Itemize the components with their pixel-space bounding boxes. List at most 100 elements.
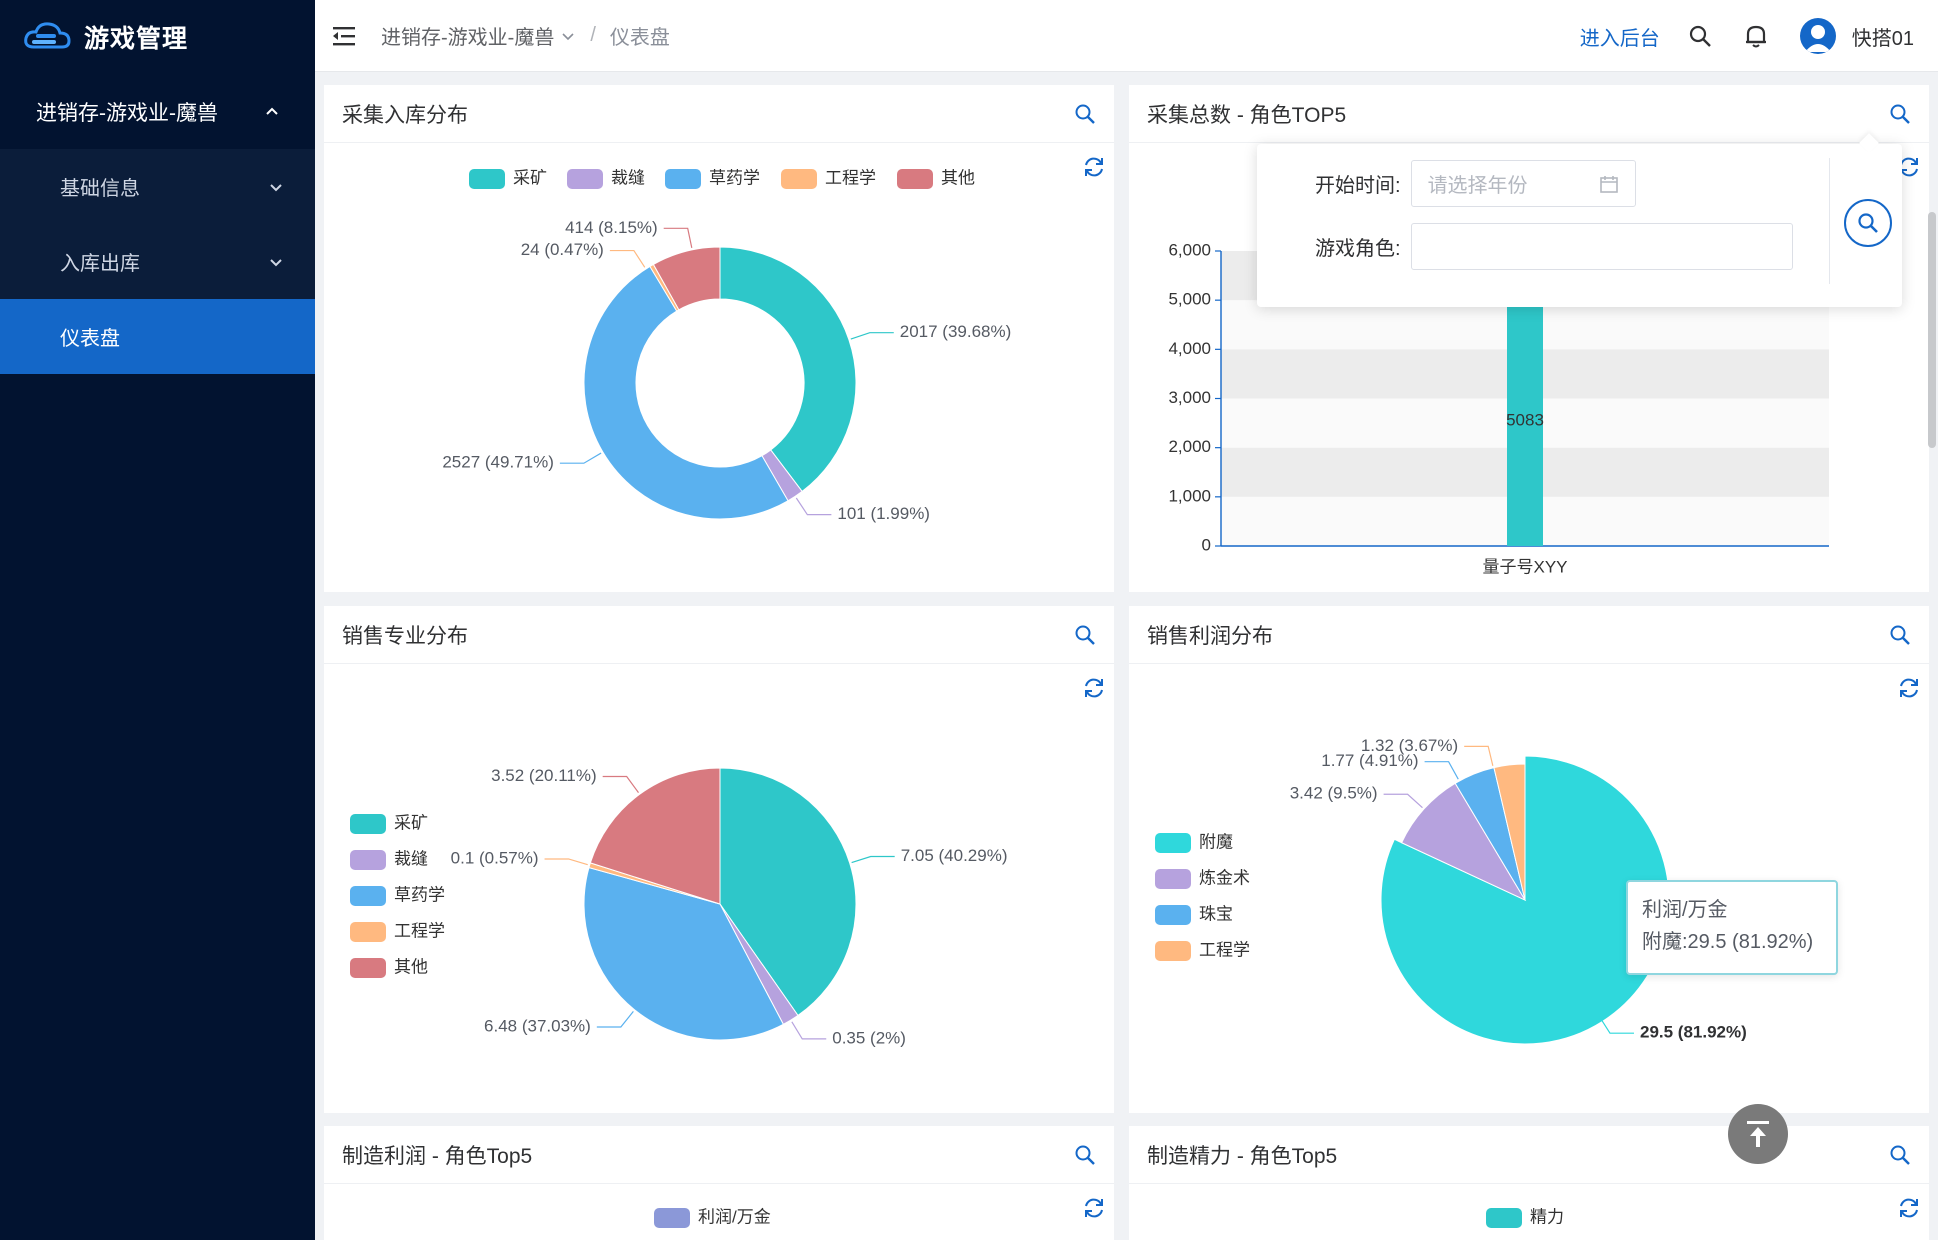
search-icon[interactable] (1074, 1144, 1096, 1166)
legend-item: 采矿 (513, 168, 547, 187)
legend-item: 工程学 (1199, 940, 1250, 959)
sidebar: 游戏管理 进销存-游戏业-魔兽 基础信息 入库出库 仪表盘 (0, 0, 315, 1240)
label-line (791, 1021, 827, 1040)
chevron-down-icon (270, 183, 282, 191)
breadcrumb-item-current: 仪表盘 (609, 27, 670, 49)
sidebar-item-inout[interactable]: 入库出库 (0, 224, 315, 299)
pie-slice (1493, 763, 1526, 901)
data-label: 7.05 (40.29%) (901, 846, 1008, 865)
card-title: 制造利润 - 角色Top5 (342, 1144, 533, 1168)
refresh-icon[interactable] (1082, 155, 1106, 179)
back-to-top-button[interactable] (1728, 1104, 1788, 1164)
sidebar-item-dashboard[interactable]: 仪表盘 (0, 299, 315, 374)
pie-slice (719, 767, 857, 1017)
sidebar-group-jinxiaocun[interactable]: 进销存-游戏业-魔兽 (0, 74, 315, 149)
tooltip-line: 附魔:29.5 (81.92%) (1642, 931, 1814, 953)
card-header: 销售利润分布 (1129, 606, 1929, 664)
card-title: 销售专业分布 (342, 624, 468, 648)
data-label: 2527 (49.71%) (442, 453, 554, 472)
card-title: 销售利润分布 (1147, 624, 1273, 648)
legend-item: 炼金术 (1199, 868, 1250, 887)
menu-fold-icon[interactable] (331, 25, 357, 47)
pie-slice (1400, 782, 1527, 902)
legend-item: 工程学 (825, 168, 876, 187)
search-popover: 开始时间: 请选择年份 游戏角色: (1257, 144, 1902, 307)
legend-swatch (1155, 905, 1191, 925)
card-body: 采矿 裁缝 草药学 工程学 其他 2017 (39.68%) 101 (1.99%) 2527… (324, 143, 1114, 592)
x-tick-label: 量子号XYY (1482, 557, 1567, 576)
bell-icon[interactable] (1744, 23, 1768, 49)
data-label: 2017 (39.68%) (900, 322, 1012, 341)
pie-slice (583, 265, 789, 520)
search-icon[interactable] (1074, 103, 1096, 125)
search-icon[interactable] (1889, 624, 1911, 646)
card-header: 制造精力 - 角色Top5 (1129, 1126, 1929, 1184)
pie-slice (583, 866, 785, 1041)
app-title: 游戏管理 (84, 25, 189, 53)
popover-search-button[interactable] (1844, 199, 1892, 247)
search-icon[interactable] (1889, 103, 1911, 125)
role-label: 游戏角色: (1315, 238, 1401, 260)
sidebar-item-label: 基础信息 (60, 178, 140, 200)
chevron-down-icon (270, 258, 282, 266)
y-tick-label: 0 (1202, 535, 1211, 554)
bar (1507, 296, 1543, 546)
legend-item: 珠宝 (1199, 904, 1233, 923)
chart-make-profit: 利润/万金 (654, 1207, 771, 1228)
legend-item: 草药学 (394, 885, 445, 904)
sidebar-item-basic-info[interactable]: 基础信息 (0, 149, 315, 224)
username[interactable]: 快搭01 (1851, 27, 1914, 50)
calendar-icon (1599, 176, 1618, 193)
avatar[interactable] (1799, 18, 1836, 54)
chevron-down-icon[interactable] (560, 28, 576, 44)
label-line (1464, 745, 1494, 766)
label-line (1598, 1016, 1634, 1034)
card-body: 利润/万金 (324, 1184, 1114, 1240)
legend-swatch (1155, 833, 1191, 853)
data-label: 0.1 (0.57%) (451, 848, 539, 867)
refresh-icon[interactable] (1082, 676, 1106, 700)
search-icon[interactable] (1688, 24, 1712, 48)
sidebar-item-label: 仪表盘 (60, 328, 120, 350)
enter-admin-link[interactable]: 进入后台 (1579, 27, 1660, 50)
legend-item: 采矿 (394, 813, 428, 832)
search-icon[interactable] (1074, 624, 1096, 646)
legend-item: 利润/万金 (698, 1207, 771, 1226)
y-tick-label: 2,000 (1168, 437, 1211, 456)
breadcrumb-item-project[interactable]: 进销存-游戏业-魔兽 (381, 27, 555, 49)
start-time-row: 开始时间: 请选择年份 (1315, 160, 1636, 207)
card-collect-distribution: 采集入库分布 采矿 裁缝 草药学 工程学 其他 2017 (39.68%) 101 (1.9… (324, 85, 1114, 592)
sidebar-group-label: 进销存-游戏业-魔兽 (36, 101, 218, 125)
data-label: 0.35 (2%) (832, 1028, 906, 1047)
chart-tooltip: 利润/万金 附魔:29.5 (81.92%) (1626, 880, 1838, 975)
legend-swatch (665, 169, 701, 189)
y-tick-label: 4,000 (1168, 339, 1211, 358)
scrollbar-thumb[interactable] (1928, 212, 1936, 448)
legend-item: 其他 (941, 168, 975, 187)
pie-slice (652, 246, 721, 311)
popover-divider (1829, 158, 1830, 284)
card-make-energy: 制造精力 - 角色Top5 精力 (1129, 1126, 1929, 1240)
role-input[interactable] (1410, 223, 1793, 270)
legend-swatch (1155, 941, 1191, 961)
search-icon (1858, 213, 1878, 233)
chart-make-energy: 精力 (1486, 1207, 1564, 1228)
arrow-up-icon (1747, 1121, 1769, 1147)
legend-item: 裁缝 (394, 849, 428, 868)
refresh-icon[interactable] (1897, 676, 1921, 700)
refresh-icon[interactable] (1082, 1196, 1106, 1220)
cloud-logo-icon (24, 22, 71, 49)
card-header: 销售专业分布 (324, 606, 1114, 664)
dashboard-main: 采集入库分布 采矿 裁缝 草药学 工程学 其他 2017 (39.68%) 101 (1.9… (315, 72, 1938, 1240)
search-icon[interactable] (1889, 1144, 1911, 1166)
refresh-icon[interactable] (1897, 1196, 1921, 1220)
card-title: 制造精力 - 角色Top5 (1147, 1144, 1338, 1168)
start-time-input[interactable]: 请选择年份 (1410, 160, 1636, 207)
data-label: 6.48 (37.03%) (484, 1016, 591, 1035)
label-line (850, 332, 894, 340)
legend-item: 草药学 (709, 168, 760, 187)
label-line (596, 1011, 634, 1028)
data-label: 1.32 (3.67%) (1361, 736, 1458, 755)
label-line (609, 249, 646, 268)
